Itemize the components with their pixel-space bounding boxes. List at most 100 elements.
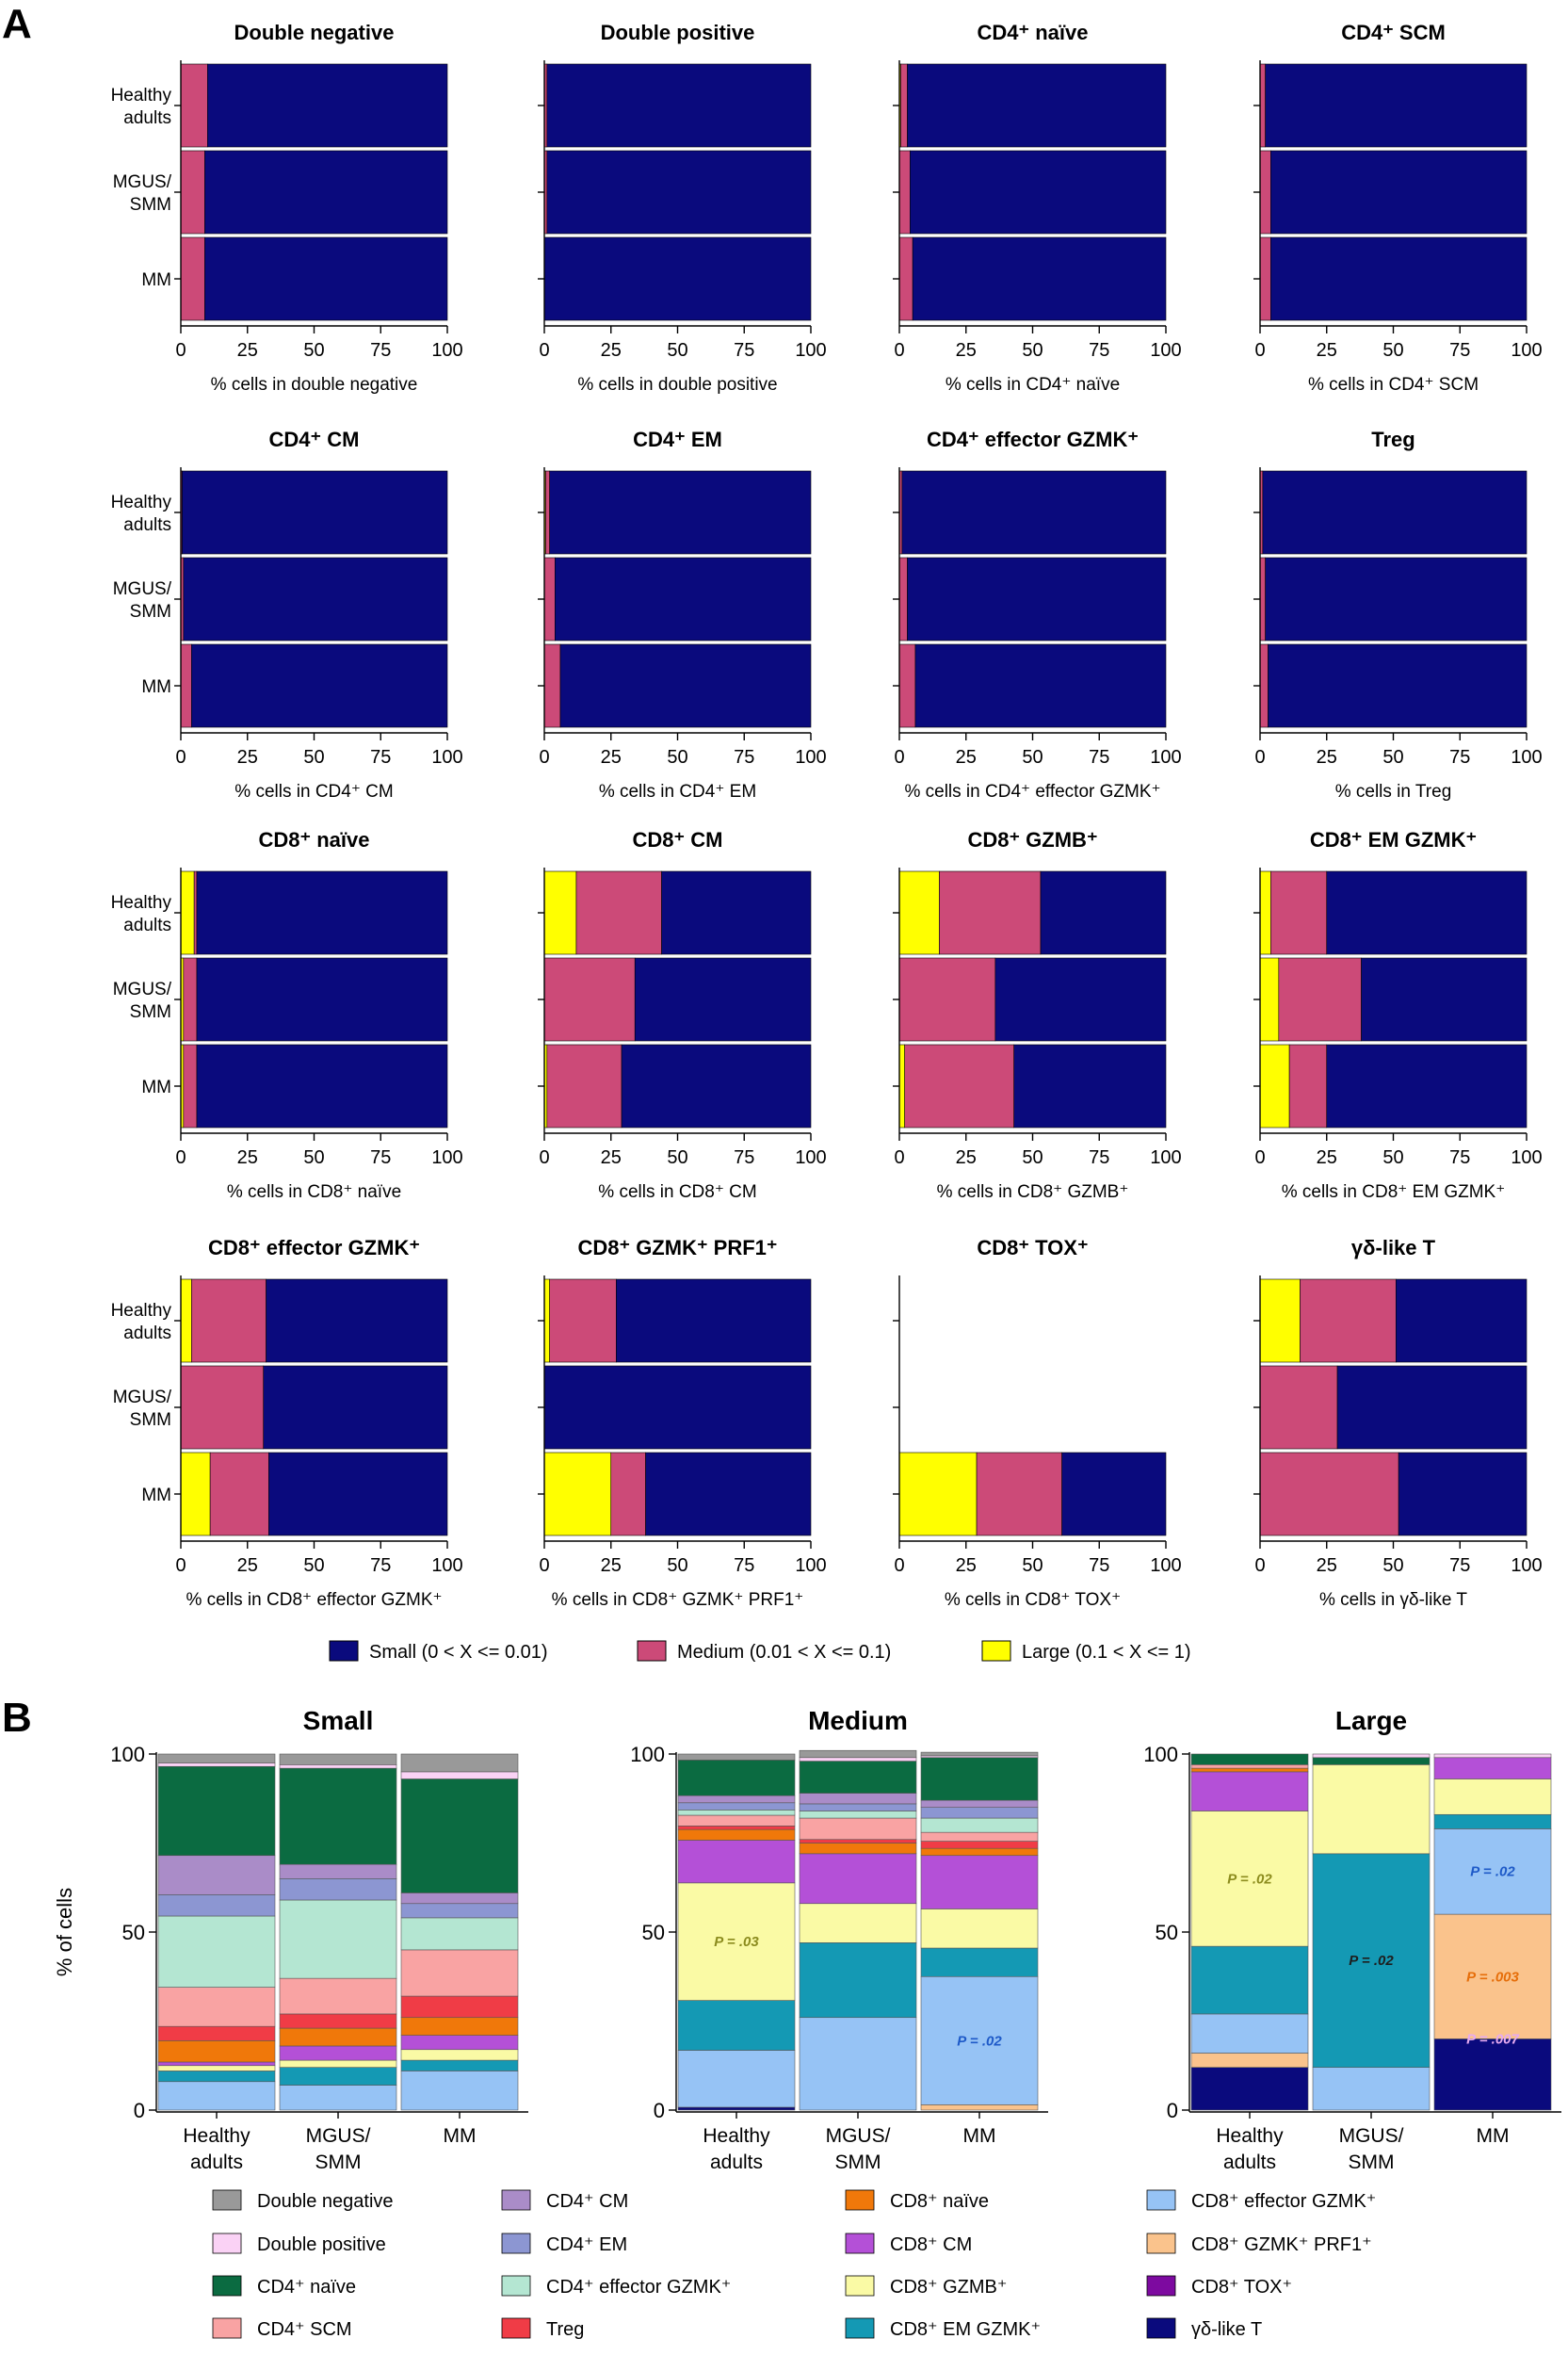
- legend-label: Medium (0.01 < X <= 0.1): [677, 1642, 891, 1663]
- panel-b-legend: Double negative Double positive CD4⁺ naïve…: [212, 2189, 1376, 2340]
- legend-swatch: [1146, 2275, 1176, 2297]
- subplot-a-cells-in-cd4-scm: CD4⁺ SCM 0 25 50 75 100 % cells in CD4⁺ SCM: [1253, 21, 1543, 395]
- bar-small-mgus-smm: [204, 150, 448, 235]
- legend-label: Small (0 < X <= 0.01): [369, 1642, 548, 1663]
- x-tick-label: 100: [1511, 340, 1542, 361]
- x-category-label-line: MGUS/: [306, 2125, 371, 2147]
- y-category-label: Healthy adults: [111, 1301, 172, 1343]
- y-category-label-line: MM: [141, 270, 171, 290]
- x-tick-label: 25: [1317, 1147, 1337, 1168]
- y-tick-label: 50: [642, 1921, 665, 1944]
- p-value-annotation: P = .02: [1227, 1871, 1272, 1887]
- bar-medium-mgus-smm: [543, 957, 636, 1042]
- segment-cd4-em-mgus-smm: [279, 1878, 397, 1901]
- bar-small-mm: [204, 236, 448, 321]
- x-category-label-line: adults: [190, 2152, 243, 2173]
- subplot-a-cells-in-cd8-gzmk-prf1: CD8⁺ GZMK⁺ PRF1⁺ 0 25 50 75 100 % cells in CD8…: [538, 1236, 827, 1610]
- x-axis-label: % cells in γδ-like T: [1319, 1590, 1467, 1610]
- legend-label: CD4⁺ naïve: [257, 2277, 356, 2298]
- bar-small-mgus-smm: [1336, 1365, 1528, 1450]
- p-value-annotation: P = .007: [1466, 2031, 1519, 2047]
- bar-small-mm: [645, 1452, 812, 1536]
- subplot-title: Small: [303, 1706, 374, 1735]
- subplot-title: CD4⁺ naïve: [978, 21, 1089, 44]
- x-tick-label: 0: [894, 1555, 904, 1576]
- segment-cd8-cm-mgus-smm: [279, 2045, 397, 2061]
- y-category-label-line: MGUS/: [113, 1388, 172, 1407]
- y-category-label-line: MGUS/: [113, 980, 172, 999]
- x-tick-label: 75: [734, 340, 754, 361]
- bar-small-healthy-adults: [907, 63, 1167, 148]
- x-tick-label: 100: [1150, 1555, 1181, 1576]
- segment-cd4-cm-healthy-adults: [157, 1855, 276, 1895]
- bar-small-healthy-adults: [549, 470, 812, 555]
- segment-cd8-gzmb-mgus-smm: [799, 1903, 917, 1943]
- segment-cd4-cm-mgus-smm: [799, 1793, 917, 1805]
- segment-cd8-effector-gzmk-mgus-smm: [279, 2085, 397, 2111]
- bar-medium-healthy-adults: [180, 63, 208, 148]
- segment-cd4-na-ve-mgus-smm: [799, 1761, 917, 1794]
- x-axis-label: % cells in Treg: [1335, 782, 1452, 802]
- x-category-label-line: adults: [1223, 2152, 1276, 2173]
- y-category-label-line: Healthy: [111, 1301, 172, 1321]
- segment-cd8-na-ve-mm: [400, 2017, 519, 2036]
- subplot-a-cells-in-cd8-cm: CD8⁺ CM 0 25 50 75 100 % cells in CD8⁺ CM: [538, 828, 827, 1202]
- bar-small-mgus-smm: [263, 1365, 448, 1450]
- x-tick-label: 0: [539, 1147, 549, 1168]
- x-axis-label: % cells in CD8⁺ effector GZMK⁺: [186, 1590, 442, 1610]
- bar-medium-mm: [543, 643, 561, 728]
- bar-small-mm: [1268, 643, 1528, 728]
- subplot-title: CD8⁺ GZMK⁺ PRF1⁺: [577, 1236, 777, 1259]
- segment-double-positive-healthy-adults: [157, 1762, 276, 1767]
- bar-small-mgus-smm: [910, 150, 1167, 235]
- x-category-label-line: SMM: [1349, 2152, 1395, 2173]
- legend-label: CD4⁺ effector GZMK⁺: [546, 2277, 731, 2298]
- bar-medium-mm: [1259, 236, 1271, 321]
- subplot-a-cells-in-like-t: γδ-like T 0 25 50 75 100 % cells in γδ-like T: [1253, 1236, 1543, 1610]
- segment-cd8-cm-mm: [400, 2035, 519, 2051]
- bar-medium-mm: [898, 643, 916, 728]
- subplot-title: CD8⁺ CM: [633, 828, 723, 852]
- x-axis-label: % cells in CD8⁺ TOX⁺: [945, 1590, 1121, 1610]
- bar-large-healthy-adults: [898, 870, 940, 955]
- segment-double-negative-mgus-smm: [279, 1753, 397, 1765]
- segment-cd4-effector-gzmk-mgus-smm: [799, 1811, 917, 1819]
- legend-swatch: [845, 2275, 875, 2297]
- segment-cd8-gzmb-mgus-smm: [1312, 1764, 1431, 1855]
- segment-cd8-na-ve-mgus-smm: [279, 2027, 397, 2047]
- segment-cd4-cm-mgus-smm: [279, 1863, 397, 1879]
- x-tick-label: 50: [1022, 747, 1043, 768]
- x-tick-label: 100: [1511, 1555, 1542, 1576]
- bar-medium-mm: [546, 1044, 622, 1129]
- subplot-title: Treg: [1371, 428, 1414, 451]
- x-category-label-line: Healthy: [1216, 2125, 1284, 2147]
- x-tick-label: 75: [370, 1555, 391, 1576]
- x-tick-label: 25: [237, 1555, 258, 1576]
- segment-treg-mm: [400, 1995, 519, 2019]
- legend-label: CD8⁺ GZMB⁺: [890, 2277, 1007, 2298]
- bar-large-mgus-smm: [1259, 957, 1280, 1042]
- x-tick-label: 50: [1382, 1147, 1403, 1168]
- segment-cd4-cm-healthy-adults: [677, 1795, 796, 1804]
- subplot-a-cells-in-cd8-effector-gzmk: CD8⁺ effector GZMK⁺ 0 25 50 75 100 Healthy adul…: [111, 1236, 463, 1610]
- bar-small-mgus-smm: [994, 957, 1167, 1042]
- bar-small-mm: [268, 1452, 448, 1536]
- x-tick-label: 100: [1150, 340, 1181, 361]
- segment-cd8-gzmb-mgus-smm: [279, 2059, 397, 2068]
- x-tick-label: 75: [734, 1147, 754, 1168]
- segment-cd4-em-mm: [920, 1807, 1039, 1819]
- x-tick-label: 25: [956, 1147, 977, 1168]
- segment-cd4-na-ve-mgus-smm: [1312, 1757, 1431, 1765]
- bar-medium-healthy-adults: [1300, 1278, 1397, 1363]
- segment-double-positive-mgus-smm: [1312, 1753, 1431, 1759]
- segment-cd8-na-ve-mm: [920, 1847, 1039, 1857]
- bar-medium-mgus-smm: [180, 150, 205, 235]
- subplot-a-cells-in-double-positive: Double positive 0 25 50 75 100 % cells in doub…: [538, 21, 827, 395]
- x-tick-label: 0: [894, 747, 904, 768]
- segment-cd8-effector-gzmk-mgus-smm: [799, 2017, 917, 2111]
- segment-like-t-healthy-adults: [677, 2106, 796, 2111]
- y-category-label-line: SMM: [130, 195, 171, 215]
- segment-cd8-na-ve-mgus-smm: [799, 1843, 917, 1855]
- bar-medium-mm: [976, 1452, 1062, 1536]
- x-axis-label: % cells in CD4⁺ CM: [234, 782, 393, 802]
